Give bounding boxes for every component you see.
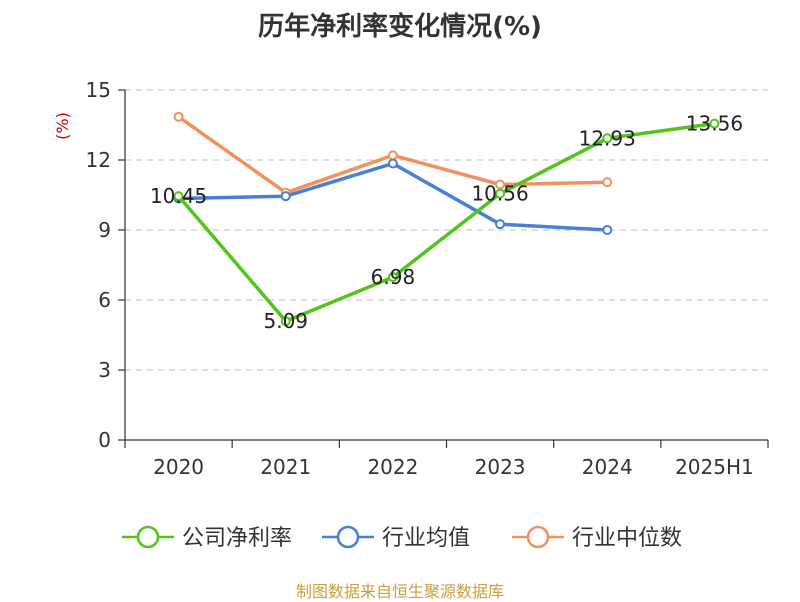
legend[interactable]: 公司净利率 行业均值 行业中位数: [122, 525, 682, 551]
data-point[interactable]: [495, 188, 506, 199]
data-label: 6.98: [371, 265, 416, 289]
legend-label: 行业均值: [382, 526, 470, 551]
y-tick-label: 12: [86, 148, 111, 172]
x-tick-label: 2020: [153, 455, 204, 479]
data-label: 5.09: [263, 309, 308, 333]
source-note: 制图数据来自恒生聚源数据库: [295, 582, 504, 601]
legend-marker: [526, 525, 550, 549]
grid-lines: [125, 89, 768, 371]
y-tick-label: 9: [98, 218, 111, 242]
x-tick-label: 2024: [582, 455, 633, 479]
x-tick-label: 2023: [475, 455, 526, 479]
data-point[interactable]: [173, 111, 184, 122]
legend-item-2[interactable]: 行业均值: [322, 525, 470, 551]
x-tick-label: 2021: [260, 455, 311, 479]
series-line-2: [176, 161, 610, 232]
data-point[interactable]: [602, 177, 613, 188]
data-point[interactable]: [280, 191, 291, 202]
data-point[interactable]: [387, 150, 398, 161]
legend-marker: [136, 525, 160, 549]
data-point[interactable]: [387, 272, 398, 283]
series-line-1: [176, 121, 717, 323]
y-tick-label: 3: [98, 358, 111, 382]
series-lines: [173, 111, 720, 327]
data-label: 12.93: [579, 126, 636, 150]
y-axis-label: (%): [53, 112, 72, 140]
legend-label: 行业中位数: [572, 526, 682, 551]
data-point[interactable]: [602, 133, 613, 144]
data-point[interactable]: [280, 316, 291, 327]
y-tick-label: 0: [98, 428, 111, 452]
data-label: 13.56: [686, 112, 743, 136]
x-tick-label: 2025H1: [675, 455, 754, 479]
legend-item-1[interactable]: 公司净利率: [122, 525, 292, 551]
axes: 0 3 6 9 12 15 2020 2021 2022 2023 2024 2025H1 (%): [53, 78, 769, 479]
data-label: 10.45: [150, 184, 207, 208]
data-point[interactable]: [173, 191, 184, 202]
x-tick-label: 2022: [367, 455, 418, 479]
data-point[interactable]: [495, 179, 506, 190]
data-labels: 10.45 5.09 6.98 10.56 12.93 13.56: [150, 112, 743, 334]
data-point[interactable]: [709, 118, 720, 129]
data-point[interactable]: [602, 225, 613, 235]
legend-label: 公司净利率: [182, 526, 292, 551]
data-label: 10.56: [471, 182, 528, 206]
y-tick-label: 15: [86, 78, 111, 102]
legend-item-3[interactable]: 行业中位数: [512, 525, 682, 551]
y-tick-label: 6: [98, 288, 111, 312]
data-point[interactable]: [387, 158, 398, 169]
data-point[interactable]: [495, 219, 506, 230]
legend-marker: [336, 525, 360, 549]
chart-title: 历年净利率变化情况(%): [258, 12, 542, 42]
